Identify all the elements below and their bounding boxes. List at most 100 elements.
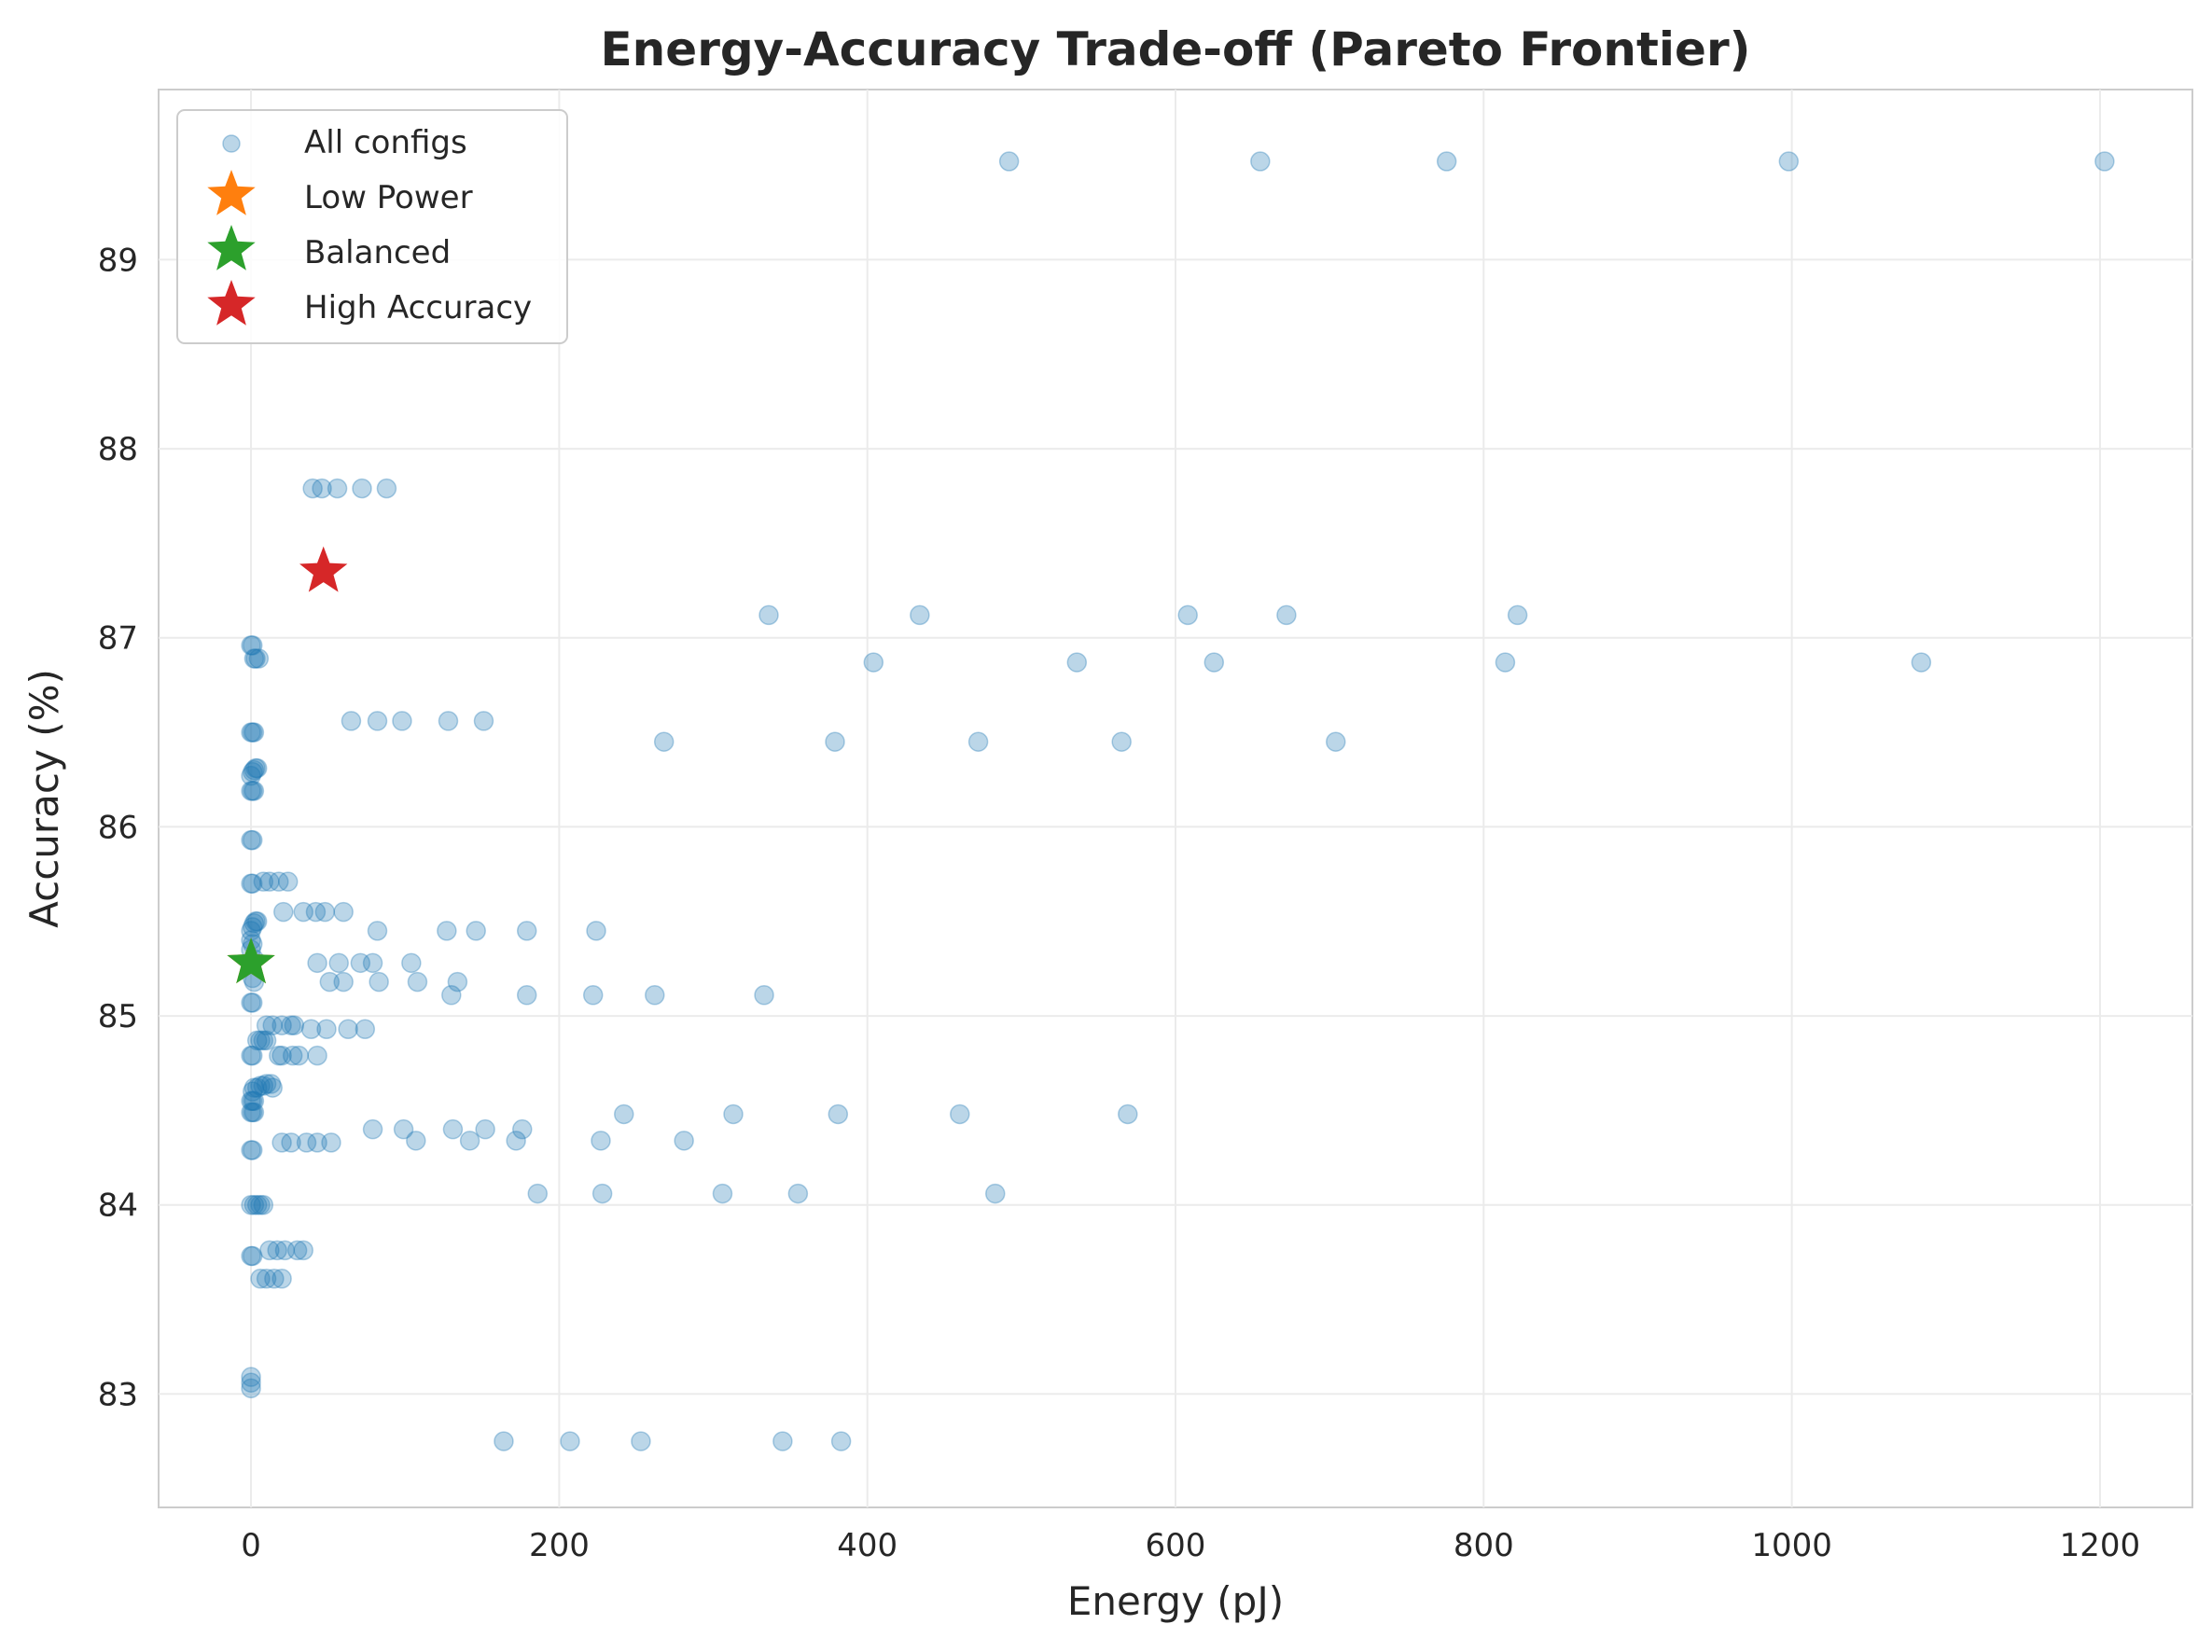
y-tick-label: 87 — [98, 620, 138, 658]
data-point — [241, 1367, 261, 1387]
legend-label-all-configs: All configs — [304, 124, 467, 161]
data-point — [1778, 151, 1800, 172]
data-point — [307, 1045, 327, 1066]
x-tick-label: 600 — [1146, 1527, 1206, 1564]
data-point — [242, 1081, 263, 1102]
data-point — [582, 985, 604, 1006]
data-point — [362, 1118, 383, 1140]
data-point — [242, 635, 263, 656]
x-axis-label: Energy (pJ) — [1067, 1578, 1284, 1624]
data-point — [243, 648, 265, 669]
legend-box — [176, 109, 568, 344]
data-point — [296, 1132, 317, 1153]
data-point — [241, 781, 261, 801]
data-point — [1911, 652, 1932, 673]
data-point — [241, 1372, 261, 1393]
data-point — [241, 1090, 261, 1112]
x-tick-label: 400 — [837, 1527, 897, 1564]
x-tick-label: 1200 — [2060, 1527, 2141, 1564]
data-point — [723, 1104, 744, 1125]
data-point — [267, 1240, 287, 1261]
data-point — [787, 1183, 809, 1204]
data-point — [828, 1104, 849, 1125]
y-tick-label: 83 — [98, 1376, 138, 1413]
y-axis-label: Accuracy (%) — [21, 669, 67, 928]
data-point — [243, 1090, 265, 1112]
data-point — [586, 921, 606, 941]
legend: All configs Low Power Balanced High Accu… — [176, 109, 568, 344]
data-point — [245, 648, 266, 669]
data-point — [459, 1131, 480, 1151]
data-point — [393, 1118, 414, 1140]
data-point — [758, 604, 779, 626]
data-point — [241, 722, 261, 743]
data-point — [250, 1194, 271, 1215]
data-point — [754, 985, 774, 1006]
data-point — [441, 985, 462, 1006]
data-point — [350, 952, 371, 974]
data-point — [614, 1104, 634, 1125]
data-point — [512, 1118, 533, 1140]
data-point — [316, 1019, 337, 1040]
data-point — [1118, 1104, 1138, 1125]
data-point — [466, 921, 486, 941]
y-tick-labels: 83 84 85 86 87 88 89 — [98, 242, 138, 1413]
data-point — [243, 759, 265, 781]
data-point — [591, 1131, 611, 1151]
data-point — [242, 1245, 263, 1267]
data-point — [437, 921, 457, 941]
data-point — [262, 1015, 283, 1035]
data-point — [1111, 731, 1132, 752]
data-point — [271, 1015, 292, 1035]
legend-marker — [207, 225, 256, 271]
data-point — [277, 871, 299, 892]
data-point — [242, 1140, 263, 1160]
data-point — [256, 1269, 277, 1289]
data-point — [284, 1015, 305, 1035]
data-point — [475, 1118, 495, 1140]
data-point — [281, 1015, 301, 1035]
data-point — [282, 1045, 303, 1066]
data-point — [241, 765, 261, 786]
data-point — [300, 1019, 322, 1040]
legend-marker — [207, 170, 256, 215]
data-point — [473, 711, 494, 731]
data-point — [1250, 151, 1271, 172]
data-point — [241, 1194, 261, 1215]
data-point — [367, 921, 388, 941]
data-point — [253, 1030, 274, 1051]
data-point — [288, 1045, 310, 1066]
data-point — [312, 478, 332, 499]
data-point — [321, 1132, 341, 1153]
data-point — [967, 731, 989, 752]
data-point — [830, 1431, 852, 1451]
y-tick-label: 86 — [98, 809, 138, 846]
data-point — [307, 1132, 327, 1153]
legend-marker — [207, 280, 256, 326]
data-point — [319, 971, 341, 993]
data-point — [1203, 652, 1225, 673]
legend-markers — [207, 134, 256, 326]
data-point — [248, 648, 270, 669]
data-point — [242, 722, 263, 743]
data-point — [407, 971, 428, 993]
highlight-points — [227, 546, 348, 984]
data-point — [242, 829, 263, 851]
data-point — [269, 871, 289, 892]
data-point — [712, 1183, 733, 1204]
data-point — [985, 1183, 1006, 1204]
y-tick-label: 88 — [98, 431, 138, 468]
data-point — [1276, 604, 1297, 626]
data-point — [246, 1077, 268, 1098]
data-point — [250, 1076, 271, 1096]
data-point — [241, 1045, 261, 1066]
data-point — [352, 478, 372, 499]
data-point — [910, 604, 930, 626]
data-point — [406, 1131, 426, 1151]
data-point — [241, 1245, 261, 1267]
data-point — [333, 971, 354, 993]
data-point — [241, 993, 261, 1013]
data-point — [442, 1118, 464, 1140]
